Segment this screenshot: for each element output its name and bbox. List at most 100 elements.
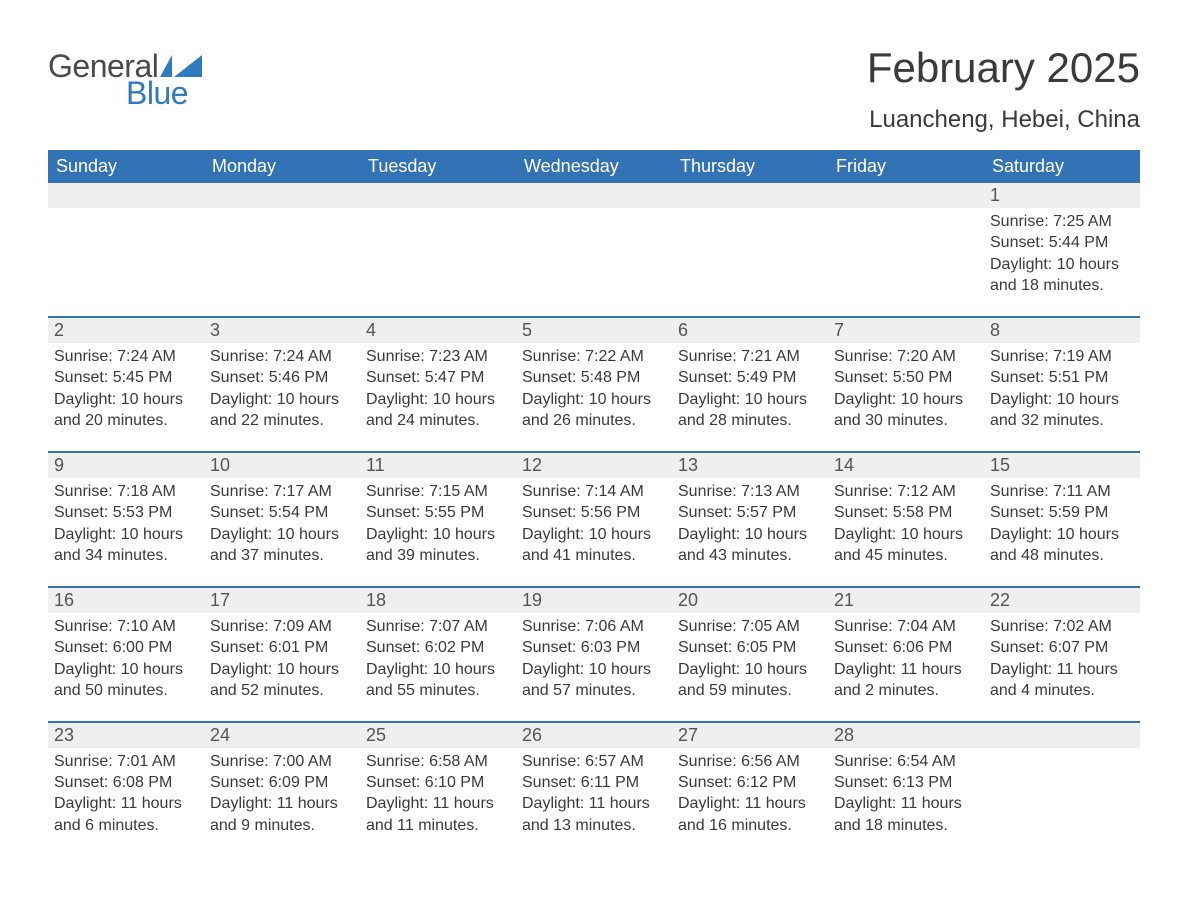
header: General Blue February 2025 Luancheng, He… xyxy=(48,30,1140,144)
day-detail-line: Daylight: 10 hours xyxy=(990,390,1134,410)
day-detail-line: and 11 minutes. xyxy=(366,816,510,836)
day-detail-line: and 9 minutes. xyxy=(210,816,354,836)
day-detail-line: Sunrise: 7:02 AM xyxy=(990,617,1134,637)
day-detail-line: Daylight: 10 hours xyxy=(210,660,354,680)
day-number-cell: 21 xyxy=(828,587,984,613)
day-detail-line: Sunset: 6:07 PM xyxy=(990,638,1134,658)
weekday-header: Saturday xyxy=(984,150,1140,183)
day-detail-line: Sunset: 5:57 PM xyxy=(678,503,822,523)
day-detail-line: Sunset: 6:03 PM xyxy=(522,638,666,658)
day-number-cell xyxy=(984,722,1140,748)
day-number-cell: 12 xyxy=(516,452,672,478)
day-detail-line: and 32 minutes. xyxy=(990,411,1134,431)
day-detail-line: Sunrise: 7:10 AM xyxy=(54,617,198,637)
day-detail-line: Sunrise: 7:07 AM xyxy=(366,617,510,637)
day-content-cell: Sunrise: 7:17 AMSunset: 5:54 PMDaylight:… xyxy=(204,478,360,587)
day-detail-line: Sunrise: 7:11 AM xyxy=(990,482,1134,502)
day-detail-line: and 59 minutes. xyxy=(678,681,822,701)
day-detail-line: and 45 minutes. xyxy=(834,546,978,566)
day-detail-line: and 28 minutes. xyxy=(678,411,822,431)
month-title: February 2025 xyxy=(867,44,1140,92)
day-detail-line: Daylight: 10 hours xyxy=(210,390,354,410)
day-number-cell: 18 xyxy=(360,587,516,613)
day-content-cell: Sunrise: 6:58 AMSunset: 6:10 PMDaylight:… xyxy=(360,748,516,856)
day-number-cell: 13 xyxy=(672,452,828,478)
day-detail-line: and 13 minutes. xyxy=(522,816,666,836)
day-detail-line: and 30 minutes. xyxy=(834,411,978,431)
day-detail-line: Sunset: 6:00 PM xyxy=(54,638,198,658)
day-content-cell xyxy=(984,748,1140,856)
day-number-cell: 24 xyxy=(204,722,360,748)
day-content-cell: Sunrise: 7:04 AMSunset: 6:06 PMDaylight:… xyxy=(828,613,984,722)
day-number-cell: 11 xyxy=(360,452,516,478)
day-detail-line: Daylight: 11 hours xyxy=(678,794,822,814)
day-detail-line: Sunset: 5:53 PM xyxy=(54,503,198,523)
day-detail-line: Daylight: 10 hours xyxy=(678,390,822,410)
day-detail-line: and 24 minutes. xyxy=(366,411,510,431)
day-content-cell: Sunrise: 7:25 AMSunset: 5:44 PMDaylight:… xyxy=(984,208,1140,317)
day-content-cell: Sunrise: 7:00 AMSunset: 6:09 PMDaylight:… xyxy=(204,748,360,856)
day-detail-line: Sunrise: 7:00 AM xyxy=(210,752,354,772)
day-number-cell: 3 xyxy=(204,317,360,343)
day-detail-line: Sunset: 5:54 PM xyxy=(210,503,354,523)
day-detail-line: Sunrise: 7:21 AM xyxy=(678,347,822,367)
day-detail-line: Sunset: 6:05 PM xyxy=(678,638,822,658)
day-detail-line: Sunrise: 7:09 AM xyxy=(210,617,354,637)
day-detail-line: Sunset: 6:08 PM xyxy=(54,773,198,793)
day-detail-line: Sunrise: 7:17 AM xyxy=(210,482,354,502)
day-detail-line: Sunrise: 7:06 AM xyxy=(522,617,666,637)
day-detail-line: Daylight: 10 hours xyxy=(54,525,198,545)
weekday-header: Thursday xyxy=(672,150,828,183)
daycontent-row: Sunrise: 7:18 AMSunset: 5:53 PMDaylight:… xyxy=(48,478,1140,587)
day-detail-line: Sunset: 5:56 PM xyxy=(522,503,666,523)
day-detail-line: Daylight: 10 hours xyxy=(834,525,978,545)
day-content-cell: Sunrise: 7:19 AMSunset: 5:51 PMDaylight:… xyxy=(984,343,1140,452)
daynum-row: 16171819202122 xyxy=(48,587,1140,613)
day-content-cell: Sunrise: 7:07 AMSunset: 6:02 PMDaylight:… xyxy=(360,613,516,722)
day-detail-line: Sunset: 6:09 PM xyxy=(210,773,354,793)
day-detail-line: Sunrise: 7:04 AM xyxy=(834,617,978,637)
day-detail-line: and 16 minutes. xyxy=(678,816,822,836)
day-content-cell: Sunrise: 6:54 AMSunset: 6:13 PMDaylight:… xyxy=(828,748,984,856)
day-content-cell: Sunrise: 7:05 AMSunset: 6:05 PMDaylight:… xyxy=(672,613,828,722)
title-block: February 2025 Luancheng, Hebei, China xyxy=(867,30,1140,144)
day-detail-line: and 4 minutes. xyxy=(990,681,1134,701)
day-content-cell xyxy=(516,208,672,317)
day-detail-line: Daylight: 10 hours xyxy=(678,660,822,680)
day-detail-line: and 52 minutes. xyxy=(210,681,354,701)
weekday-header: Sunday xyxy=(48,150,204,183)
day-detail-line: and 43 minutes. xyxy=(678,546,822,566)
day-detail-line: and 39 minutes. xyxy=(366,546,510,566)
day-detail-line: Sunset: 6:06 PM xyxy=(834,638,978,658)
day-detail-line: Daylight: 11 hours xyxy=(834,794,978,814)
day-content-cell xyxy=(204,208,360,317)
day-detail-line: Sunrise: 7:23 AM xyxy=(366,347,510,367)
day-number-cell: 28 xyxy=(828,722,984,748)
day-content-cell: Sunrise: 7:24 AMSunset: 5:45 PMDaylight:… xyxy=(48,343,204,452)
day-content-cell: Sunrise: 7:22 AMSunset: 5:48 PMDaylight:… xyxy=(516,343,672,452)
day-content-cell: Sunrise: 7:09 AMSunset: 6:01 PMDaylight:… xyxy=(204,613,360,722)
day-number-cell: 1 xyxy=(984,183,1140,208)
daynum-row: 9101112131415 xyxy=(48,452,1140,478)
day-detail-line: Sunrise: 7:12 AM xyxy=(834,482,978,502)
day-number-cell xyxy=(204,183,360,208)
day-content-cell: Sunrise: 7:21 AMSunset: 5:49 PMDaylight:… xyxy=(672,343,828,452)
day-detail-line: Daylight: 11 hours xyxy=(522,794,666,814)
day-content-cell xyxy=(360,208,516,317)
day-detail-line: and 41 minutes. xyxy=(522,546,666,566)
day-detail-line: Sunset: 5:51 PM xyxy=(990,368,1134,388)
day-number-cell: 16 xyxy=(48,587,204,613)
day-detail-line: Sunrise: 7:15 AM xyxy=(366,482,510,502)
day-detail-line: Sunset: 6:01 PM xyxy=(210,638,354,658)
day-detail-line: and 20 minutes. xyxy=(54,411,198,431)
day-detail-line: Daylight: 10 hours xyxy=(54,390,198,410)
day-number-cell: 15 xyxy=(984,452,1140,478)
weekday-header: Monday xyxy=(204,150,360,183)
day-detail-line: Sunset: 5:48 PM xyxy=(522,368,666,388)
day-content-cell: Sunrise: 7:13 AMSunset: 5:57 PMDaylight:… xyxy=(672,478,828,587)
day-detail-line: Sunrise: 7:18 AM xyxy=(54,482,198,502)
day-detail-line: and 50 minutes. xyxy=(54,681,198,701)
day-detail-line: and 26 minutes. xyxy=(522,411,666,431)
day-content-cell: Sunrise: 7:14 AMSunset: 5:56 PMDaylight:… xyxy=(516,478,672,587)
day-detail-line: Sunrise: 6:56 AM xyxy=(678,752,822,772)
